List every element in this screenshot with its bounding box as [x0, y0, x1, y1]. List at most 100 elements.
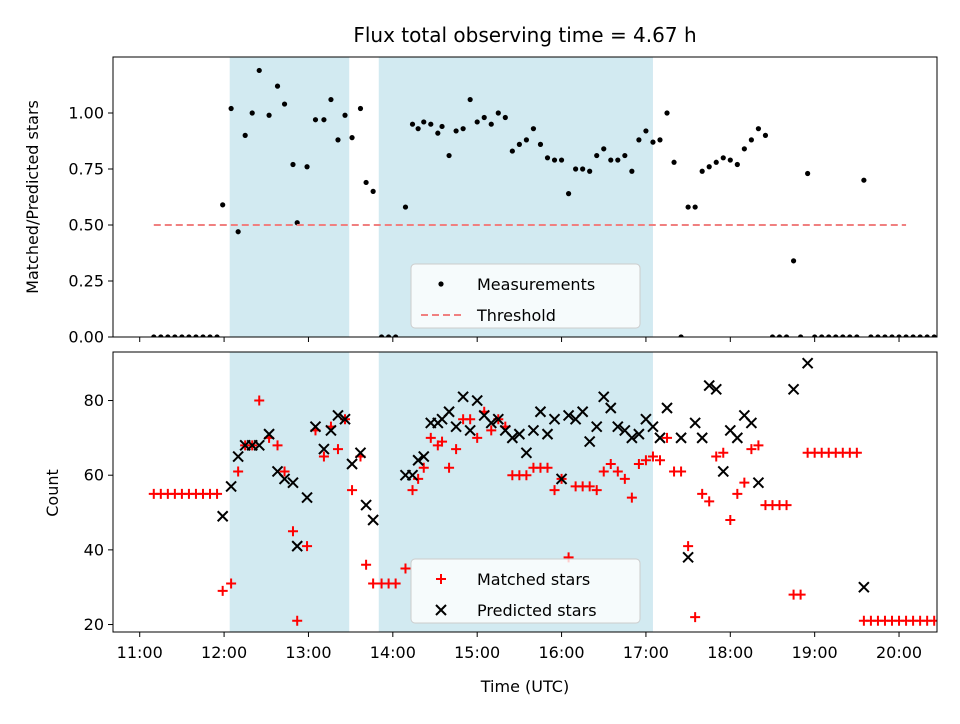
measurement-point	[882, 334, 888, 337]
measurement-point	[798, 334, 804, 337]
predicted-star-point	[598, 391, 610, 403]
x-tick-label: 19:00	[792, 643, 838, 662]
measurement-point	[650, 139, 656, 145]
measurement-point	[706, 164, 712, 170]
matched-star-point	[690, 612, 701, 623]
matched-star-point	[465, 414, 476, 425]
matched-star-point	[851, 447, 862, 458]
measurement-point	[776, 334, 783, 337]
measurement-point	[741, 146, 747, 152]
matched-star-point	[647, 451, 658, 462]
measurement-point	[861, 177, 867, 183]
legend-label: Predicted stars	[477, 601, 597, 620]
measurement-point	[274, 83, 281, 89]
measurement-point	[840, 334, 846, 337]
matched-star-point	[739, 477, 750, 488]
measurement-point	[357, 105, 364, 112]
predicted-star-point	[534, 406, 547, 418]
measurement-point	[312, 117, 319, 123]
measurement-point	[917, 334, 923, 337]
y-tick-label: 80	[84, 391, 104, 410]
measurement-point	[544, 155, 551, 161]
predicted-star-point	[471, 394, 483, 407]
predicted-star-point	[354, 447, 367, 459]
measurement-point	[523, 137, 530, 143]
measurement-point	[565, 191, 572, 197]
measurement-point	[530, 126, 537, 132]
matched-star-point	[781, 500, 792, 511]
predicted-star-point	[367, 514, 379, 526]
predicted-star-point	[418, 450, 430, 463]
measurement-point	[179, 334, 185, 337]
chart-title: Flux total observing time = 4.67 h	[353, 23, 696, 47]
predicted-star-point	[506, 432, 519, 444]
matched-star-point	[718, 447, 729, 458]
measurement-point	[370, 188, 376, 194]
panel-1: 0.00 0.25 0.50 0.75 1.00 Measurements Threshol…	[68, 56, 938, 347]
predicted-star-point	[253, 439, 265, 452]
matched-star-point	[217, 585, 228, 596]
measurement-point	[685, 204, 691, 210]
measurement-point	[214, 334, 220, 337]
measurement-point	[727, 157, 733, 163]
matched-star-point	[302, 541, 313, 552]
measurement-point	[439, 123, 445, 130]
x-tick-label: 18:00	[707, 643, 753, 662]
predicted-star-point	[731, 432, 744, 444]
measurement-point	[671, 159, 677, 165]
predicted-star-point	[443, 406, 455, 418]
x-tick-label: 15:00	[454, 643, 500, 662]
measurement-point	[342, 112, 348, 118]
matched-star-point	[584, 481, 595, 492]
shaded-interval	[229, 57, 350, 337]
matched-star-point	[795, 589, 806, 600]
measurement-point	[720, 155, 726, 161]
measurement-point	[551, 157, 558, 163]
measurement-point	[826, 334, 832, 337]
predicted-star-point	[309, 420, 322, 433]
legend-marker-plus	[436, 574, 446, 584]
measurement-point	[207, 334, 213, 337]
matched-star-point	[444, 462, 455, 473]
predicted-star-point	[576, 406, 589, 418]
predicted-star-point	[263, 428, 275, 440]
measurement-point	[290, 161, 296, 168]
predicted-star-point	[520, 447, 533, 459]
predicted-star-point	[696, 432, 708, 444]
predicted-star-point	[548, 413, 561, 425]
measurement-point	[193, 334, 199, 337]
predicted-star-point	[745, 417, 758, 429]
x-tick-label: 20:00	[876, 643, 922, 662]
matched-star-point	[697, 488, 708, 499]
legend-box	[410, 558, 641, 624]
measurement-point	[378, 334, 385, 337]
predicted-star-point	[633, 428, 645, 440]
measurement-point	[509, 148, 515, 154]
matched-star-point	[683, 541, 694, 552]
measurement-point	[446, 152, 452, 159]
matched-star-point	[451, 444, 462, 455]
measurement-point	[608, 157, 614, 163]
predicted-star-point	[682, 551, 694, 564]
matched-star-point	[591, 485, 602, 496]
predicted-star-point	[412, 454, 424, 466]
matched-star-point	[287, 526, 298, 537]
matched-star-point	[725, 515, 736, 525]
measurement-point	[335, 137, 341, 143]
predicted-star-point	[406, 469, 419, 481]
predicted-star-point	[562, 409, 575, 422]
matched-star-point	[704, 496, 715, 507]
measurement-point	[200, 334, 206, 337]
predicted-star-point	[287, 476, 299, 489]
measurement-point	[854, 334, 860, 337]
predicted-star-point	[654, 432, 666, 444]
shaded-interval	[229, 352, 350, 632]
matched-star-point	[640, 455, 651, 466]
measurement-point	[481, 114, 487, 121]
matched-star-point	[400, 563, 411, 574]
plot-area	[151, 67, 937, 337]
matched-star-point	[361, 559, 372, 570]
measurement-point	[393, 334, 399, 337]
measurement-point	[266, 112, 272, 118]
measurement-point	[713, 159, 719, 165]
